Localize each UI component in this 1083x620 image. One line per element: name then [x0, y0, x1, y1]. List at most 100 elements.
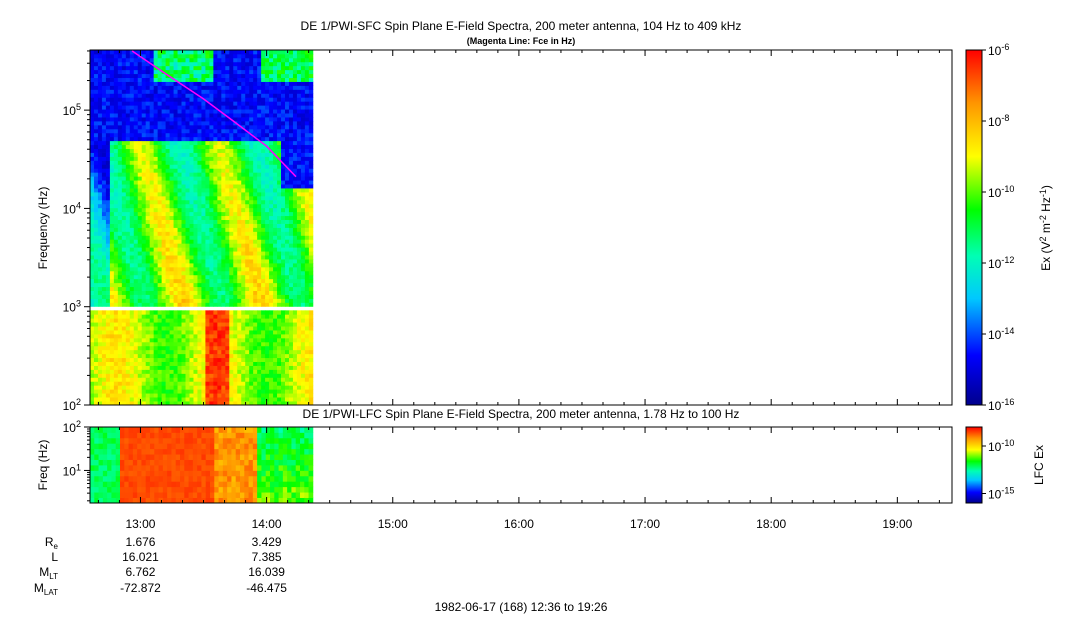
sfc-cell: [149, 270, 155, 276]
sfc-cell: [157, 69, 163, 75]
sfc-cell: [113, 156, 119, 161]
sfc-cell: [233, 172, 238, 177]
sfc-cell: [90, 282, 95, 288]
sfc-cell: [209, 263, 214, 268]
sfc-cell: [209, 77, 214, 82]
sfc-cell: [145, 152, 151, 157]
sfc-cell: [93, 121, 99, 126]
sfc-cell: [201, 278, 206, 284]
sfc-cell: [177, 389, 182, 394]
sfc-cell: [265, 121, 270, 126]
sfc-cell: [97, 61, 103, 67]
sfc-cell: [296, 243, 302, 248]
sfc-cell: [93, 192, 99, 197]
sfc-cell: [292, 85, 298, 90]
sfc-cell: [296, 290, 302, 295]
sfc-cell: [185, 302, 190, 307]
sfc-cell: [101, 128, 107, 134]
sfc-cell: [281, 128, 286, 134]
sfc-cell: [245, 215, 250, 221]
sfc-cell: [213, 50, 218, 55]
sfc-cell: [253, 77, 258, 82]
sfc-cell: [153, 69, 159, 75]
sfc-cell: [273, 188, 278, 193]
sfc-cell: [257, 243, 262, 248]
sfc-cell: [197, 156, 202, 161]
sfc-cell: [225, 89, 230, 94]
sfc-cell: [292, 223, 298, 228]
sfc-cell: [117, 203, 123, 209]
sfc-cell: [137, 243, 143, 248]
sfc-cell: [273, 57, 278, 63]
sfc-cell: [177, 140, 182, 146]
sfc-cell: [157, 57, 163, 63]
sfc-cell: [253, 164, 258, 169]
sfc-cell: [261, 136, 266, 142]
sfc-cell: [181, 345, 186, 351]
sfc-cell: [101, 164, 107, 169]
sfc-cell: [241, 318, 246, 323]
sfc-cell: [253, 334, 258, 339]
sfc-cell: [296, 164, 302, 169]
sfc-cell: [257, 215, 262, 221]
sfc-cell: [113, 121, 119, 126]
sfc-cell: [213, 128, 218, 134]
sfc-cell: [93, 73, 99, 79]
sfc-cell: [189, 365, 194, 370]
sfc-cell: [233, 188, 238, 193]
sfc-cell: [157, 330, 163, 335]
sfc-cell: [137, 211, 143, 217]
sfc-cell: [292, 231, 298, 236]
sfc-cell: [213, 337, 218, 343]
sfc-cell: [288, 278, 294, 284]
sfc-cell: [197, 132, 202, 138]
sfc-cell: [253, 302, 258, 307]
sfc-cell: [300, 136, 306, 142]
sfc-cell: [113, 199, 119, 205]
sfc-cell: [308, 247, 314, 252]
sfc-cell: [149, 274, 155, 280]
sfc-cell: [197, 294, 202, 299]
sfc-cell: [304, 302, 310, 307]
sfc-cell: [217, 341, 222, 347]
sfc-cell: [245, 101, 250, 106]
sfc-cell: [205, 235, 210, 240]
sfc-cell: [145, 286, 151, 292]
sfc-cell: [225, 140, 230, 146]
sfc-cell: [288, 101, 294, 106]
sfc-cell: [237, 53, 242, 59]
sfc-cell: [133, 176, 139, 181]
sfc-cell: [233, 97, 238, 102]
sfc-cell: [109, 255, 115, 260]
sfc-cell: [129, 77, 135, 82]
sfc-cell: [237, 310, 242, 315]
sfc-cell: [129, 381, 135, 386]
sfc-cell: [241, 357, 246, 363]
sfc-cell: [300, 294, 306, 299]
sfc-cell: [257, 357, 262, 363]
sfc-cell: [197, 330, 202, 335]
sfc-cell: [185, 298, 190, 303]
sfc-cell: [153, 235, 159, 240]
sfc-cell: [137, 389, 143, 394]
sfc-cell: [133, 61, 139, 67]
sfc-cell: [121, 373, 127, 378]
sfc-cell: [121, 192, 127, 197]
sfc-cell: [277, 341, 282, 347]
sfc-cell: [221, 318, 226, 323]
sfc-cell: [273, 164, 278, 169]
sfc-cell: [253, 128, 258, 134]
sfc-cell: [181, 148, 186, 153]
sfc-cell: [253, 203, 258, 209]
sfc-cell: [137, 144, 143, 150]
sfc-cell: [193, 121, 198, 126]
sfc-cell: [125, 199, 131, 205]
sfc-cell: [109, 274, 115, 280]
sfc-cell: [165, 132, 170, 138]
sfc-cell: [296, 357, 302, 363]
sfc-cell: [296, 148, 302, 153]
sfc-cell: [261, 322, 266, 327]
sfc-cell: [105, 50, 111, 55]
sfc-cell: [201, 314, 206, 319]
sfc-cell: [173, 144, 178, 150]
